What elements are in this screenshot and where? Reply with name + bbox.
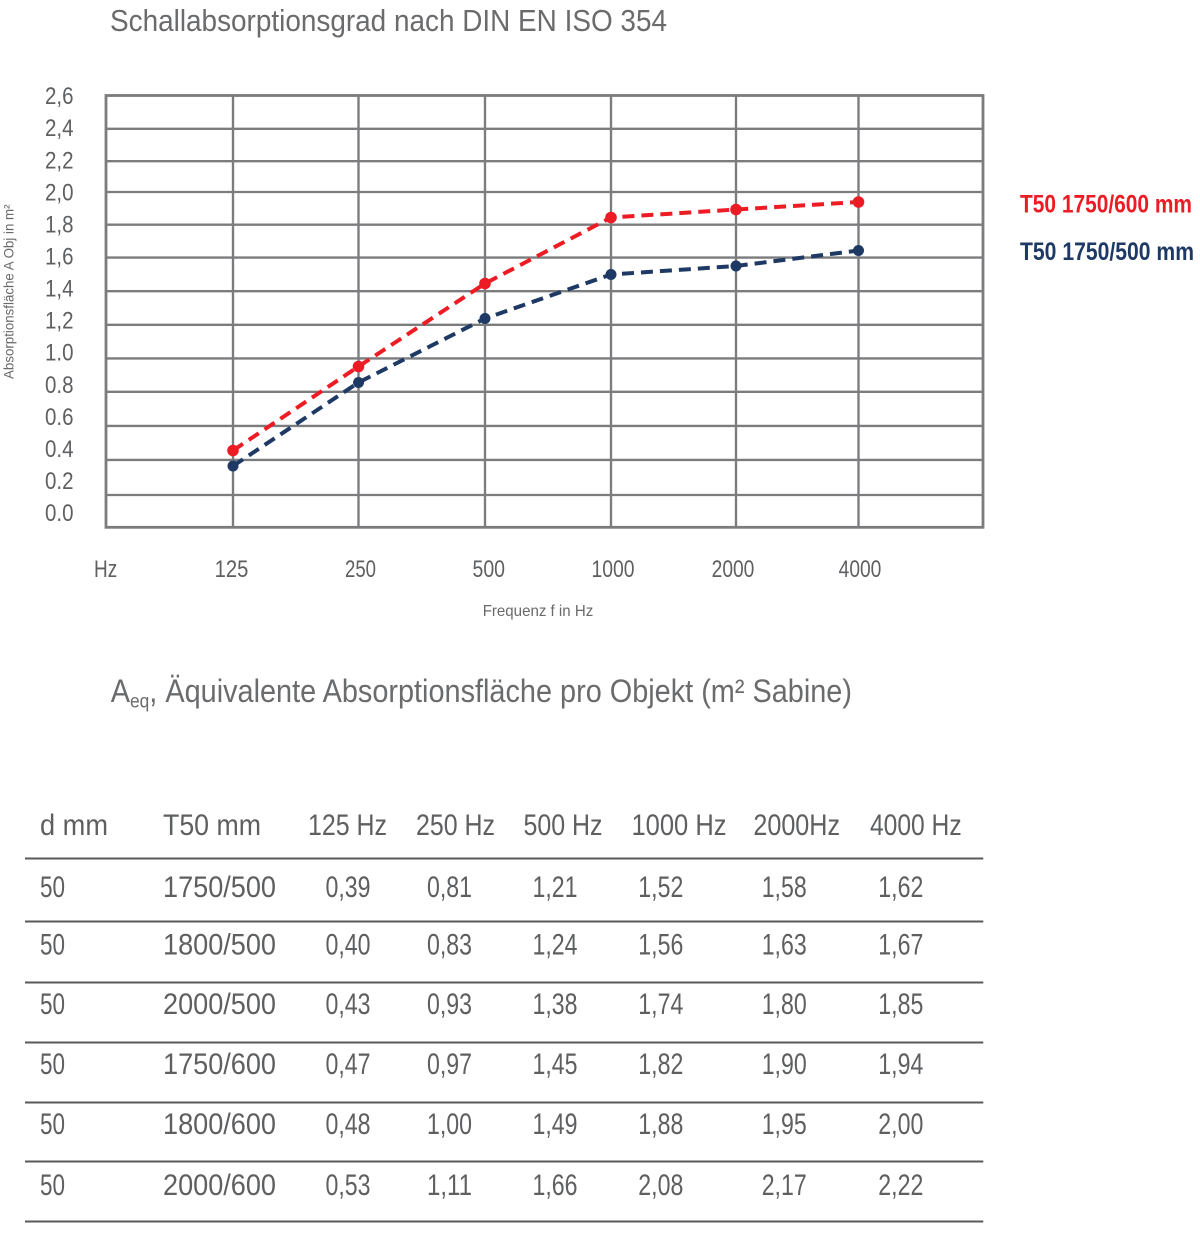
svg-text:0,97: 0,97 <box>427 1048 472 1081</box>
svg-text:T50 mm: T50 mm <box>163 809 261 842</box>
svg-text:d mm: d mm <box>40 809 108 842</box>
svg-text:Schallabsorptionsgrad nach DIN: Schallabsorptionsgrad nach DIN EN ISO 35… <box>110 3 667 38</box>
svg-text:50: 50 <box>40 1048 65 1081</box>
svg-text:1,24: 1,24 <box>533 929 578 962</box>
svg-text:1,56: 1,56 <box>638 929 683 962</box>
svg-text:0.6: 0.6 <box>45 405 74 431</box>
svg-text:1750/500: 1750/500 <box>163 871 276 904</box>
svg-text:0,48: 0,48 <box>326 1108 371 1141</box>
svg-text:0,93: 0,93 <box>427 988 472 1021</box>
svg-text:0.0: 0.0 <box>45 501 74 527</box>
svg-text:0,40: 0,40 <box>326 929 371 962</box>
svg-text:1,90: 1,90 <box>762 1048 807 1081</box>
svg-text:Hz: Hz <box>94 556 117 583</box>
svg-text:4000 Hz: 4000 Hz <box>870 809 962 842</box>
svg-text:1,82: 1,82 <box>638 1048 683 1081</box>
svg-text:0,81: 0,81 <box>427 871 472 904</box>
svg-text:1,80: 1,80 <box>762 988 807 1021</box>
svg-text:1,62: 1,62 <box>878 871 923 904</box>
svg-text:1800/600: 1800/600 <box>163 1108 276 1141</box>
svg-text:50: 50 <box>40 929 65 962</box>
svg-text:1,58: 1,58 <box>762 871 807 904</box>
svg-text:1,66: 1,66 <box>533 1169 578 1202</box>
svg-text:2000Hz: 2000Hz <box>753 809 840 842</box>
svg-text:125: 125 <box>215 556 249 583</box>
svg-text:2,08: 2,08 <box>638 1169 683 1202</box>
svg-text:1,00: 1,00 <box>427 1108 472 1141</box>
svg-text:0,53: 0,53 <box>326 1169 371 1202</box>
svg-text:1,74: 1,74 <box>638 988 683 1021</box>
svg-text:4000: 4000 <box>839 556 882 583</box>
svg-text:1,94: 1,94 <box>878 1048 923 1081</box>
svg-text:1,2: 1,2 <box>45 309 74 335</box>
svg-text:1000: 1000 <box>592 556 635 583</box>
svg-text:0.4: 0.4 <box>45 437 74 463</box>
svg-text:1,67: 1,67 <box>878 929 923 962</box>
svg-text:1800/500: 1800/500 <box>163 929 276 962</box>
svg-text:1,85: 1,85 <box>878 988 923 1021</box>
svg-text:0,47: 0,47 <box>326 1048 371 1081</box>
svg-text:1,38: 1,38 <box>533 988 578 1021</box>
svg-text:0.8: 0.8 <box>45 373 74 399</box>
svg-text:2,00: 2,00 <box>878 1108 923 1141</box>
svg-text:50: 50 <box>40 1108 65 1141</box>
svg-text:2000: 2000 <box>712 556 755 583</box>
svg-text:1750/600: 1750/600 <box>163 1048 276 1081</box>
svg-text:1,8: 1,8 <box>45 212 74 238</box>
svg-text:Frequenz f in Hz: Frequenz f in Hz <box>483 603 594 620</box>
svg-text:1,4: 1,4 <box>45 277 74 303</box>
svg-text:1,6: 1,6 <box>45 245 74 271</box>
svg-text:1,49: 1,49 <box>533 1108 578 1141</box>
svg-text:1,45: 1,45 <box>533 1048 578 1081</box>
svg-text:1,21: 1,21 <box>533 871 578 904</box>
svg-text:250 Hz: 250 Hz <box>416 809 495 842</box>
svg-text:0,39: 0,39 <box>326 871 371 904</box>
svg-text:1,63: 1,63 <box>762 929 807 962</box>
svg-text:50: 50 <box>40 988 65 1021</box>
svg-text:2000/500: 2000/500 <box>163 988 276 1021</box>
svg-text:1,95: 1,95 <box>762 1108 807 1141</box>
svg-text:2,2: 2,2 <box>45 148 74 174</box>
svg-text:T50 1750/500 mm: T50 1750/500 mm <box>1020 238 1194 266</box>
svg-text:500: 500 <box>473 556 506 583</box>
svg-text:2,4: 2,4 <box>45 116 74 142</box>
svg-text:500 Hz: 500 Hz <box>524 809 603 842</box>
svg-text:2,6: 2,6 <box>45 84 74 110</box>
svg-text:1,88: 1,88 <box>638 1108 683 1141</box>
svg-text:0,43: 0,43 <box>326 988 371 1021</box>
svg-text:250: 250 <box>345 556 376 583</box>
svg-text:2,0: 2,0 <box>45 180 74 206</box>
svg-text:50: 50 <box>40 871 65 904</box>
svg-text:2,22: 2,22 <box>878 1169 923 1202</box>
svg-text:2000/600: 2000/600 <box>163 1169 276 1202</box>
svg-text:1,11: 1,11 <box>427 1169 472 1202</box>
svg-text:50: 50 <box>40 1169 65 1202</box>
svg-text:Absorptionsfläche A Obj in m²: Absorptionsfläche A Obj in m² <box>2 204 17 379</box>
svg-text:2,17: 2,17 <box>762 1169 807 1202</box>
svg-text:0,83: 0,83 <box>427 929 472 962</box>
svg-text:1,52: 1,52 <box>638 871 683 904</box>
svg-text:1000 Hz: 1000 Hz <box>632 809 727 842</box>
svg-text:0.2: 0.2 <box>45 469 74 495</box>
svg-text:125 Hz: 125 Hz <box>308 809 387 842</box>
svg-text:1.0: 1.0 <box>45 341 74 367</box>
svg-text:T50 1750/600 mm: T50 1750/600 mm <box>1020 191 1192 219</box>
svg-text:Aeq, Äquivalente Absorptionsfl: Aeq, Äquivalente Absorptionsfläche pro O… <box>111 674 852 712</box>
